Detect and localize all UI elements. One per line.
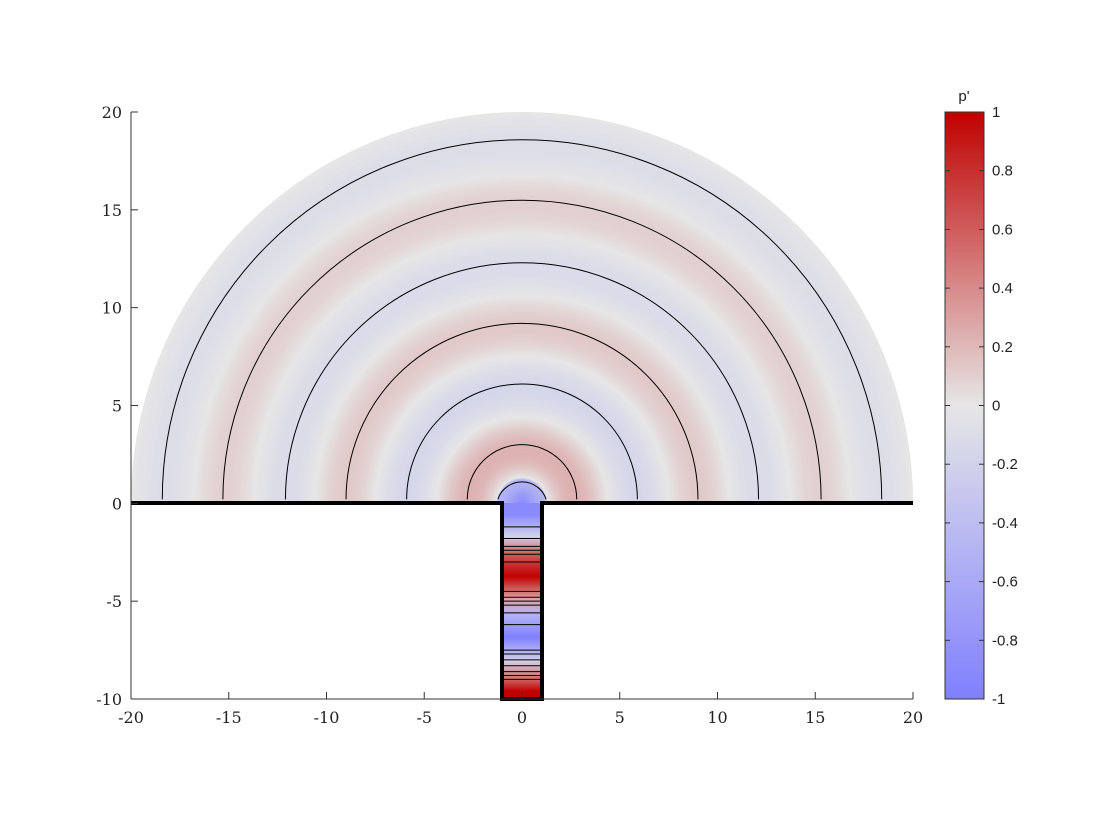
x-ticks: -20 -15 -10 -5 0 5 10 15 20	[118, 692, 923, 727]
plot-area: -20 -15 -10 -5 0 5 10 15 20 20 15 10 5 0 -5 -10	[96, 103, 923, 727]
colorbar-tick-label: -0.6	[992, 574, 1018, 591]
colorbar-ticks: 1 0.8 0.6 0.4 0.2 0 -0.2 -0.4 -0.6 -0.8 -1	[945, 104, 1018, 708]
y-tick-label: 15	[102, 201, 122, 220]
colorbar-tick-label: -1	[992, 691, 1005, 708]
x-tick-label: 0	[517, 708, 527, 727]
contour-arc	[466, 444, 578, 500]
contour-arc	[284, 262, 760, 500]
x-tick-label: 5	[615, 708, 625, 727]
y-tick-label: -10	[96, 690, 122, 709]
contour-lines	[161, 139, 883, 500]
x-tick-label: -5	[416, 708, 432, 727]
duct-contour-lines	[502, 526, 542, 680]
half-disk-field	[131, 112, 913, 503]
x-tick-label: -20	[118, 708, 144, 727]
colorbar-gradient	[944, 111, 985, 700]
y-tick-label: 20	[102, 103, 122, 122]
colorbar-title: p'	[958, 88, 969, 105]
y-tick-label: -5	[106, 592, 122, 611]
x-tick-label: 10	[707, 708, 727, 727]
y-tick-label: 10	[102, 299, 122, 318]
contour-arc	[222, 199, 822, 500]
y-tick-label: 0	[112, 494, 122, 513]
colorbar-tick-label: -0.4	[992, 515, 1018, 532]
colorbar-tick-label: 0.4	[992, 280, 1013, 297]
contour-arc	[406, 383, 638, 500]
x-tick-label: -15	[216, 708, 242, 727]
colorbar-tick-label: 0	[992, 398, 1000, 415]
x-tick-label: 20	[903, 708, 923, 727]
colorbar-tick-label: -0.8	[992, 632, 1018, 649]
contour-arc	[497, 481, 547, 500]
colorbar-tick-label: 0.2	[992, 339, 1013, 356]
colorbar-tick-label: -0.2	[992, 456, 1018, 473]
colorbar: p' 1 0.8 0.6 0.4 0.2 0 -0.2 -0.4 -0.6 -0.8 -1	[944, 88, 1018, 708]
colorbar-tick-label: 0.8	[992, 163, 1013, 180]
y-tick-label: 5	[112, 397, 122, 416]
colorbar-tick-label: 0.6	[992, 221, 1013, 238]
contour-arc	[161, 139, 883, 500]
x-tick-label: 15	[805, 708, 825, 727]
contour-arc	[345, 322, 699, 500]
y-ticks: 20 15 10 5 0 -5 -10	[96, 103, 138, 709]
colorbar-tick-label: 1	[992, 104, 1000, 121]
x-tick-label: -10	[314, 708, 340, 727]
